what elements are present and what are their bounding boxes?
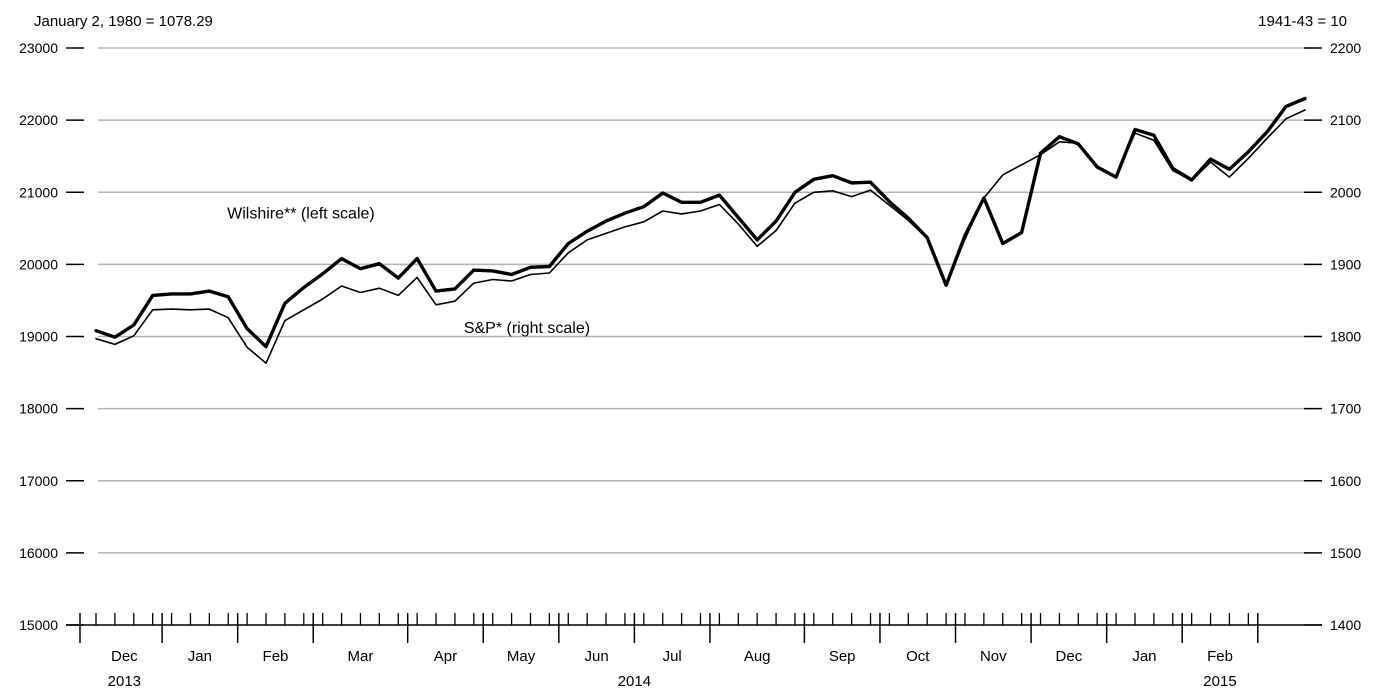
left-axis: 15000 16000 17000 18000 19000 20000 21000 22000… — [19, 40, 84, 633]
month-label: May — [507, 648, 536, 665]
month-label: Mar — [348, 648, 374, 665]
wilshire-label: Wilshire** (left scale) — [227, 206, 375, 223]
month-label: Feb — [263, 648, 289, 665]
right-tick-label: 1400 — [1330, 617, 1361, 633]
month-label: Jul — [663, 648, 682, 665]
left-tick-label: 18000 — [19, 401, 58, 417]
left-tick-label: 23000 — [19, 40, 58, 56]
left-axis-note: January 2, 1980 = 1078.29 — [34, 13, 213, 30]
right-tick-label: 1500 — [1330, 545, 1361, 561]
series-lines — [94, 96, 1307, 365]
right-tick-label: 1600 — [1330, 473, 1361, 489]
right-axis: 1400 1500 1600 1700 1800 1900 2000 2100 2200 — [1304, 40, 1361, 633]
month-label: Aug — [744, 648, 771, 665]
left-tick-label: 20000 — [19, 256, 58, 272]
month-label: Feb — [1207, 648, 1233, 665]
grid-lines — [98, 47, 1308, 554]
month-label: Dec — [111, 648, 138, 665]
year-label: 2014 — [618, 673, 651, 690]
right-tick-label: 1800 — [1330, 329, 1361, 345]
year-label: 2013 — [108, 673, 141, 690]
left-tick-label: 19000 — [19, 329, 58, 345]
month-label: Jan — [188, 648, 212, 665]
series-labels: Wilshire** (left scale) S&P* (right scale… — [227, 206, 590, 338]
right-tick-label: 2200 — [1330, 40, 1361, 56]
month-label: Oct — [906, 648, 930, 665]
right-axis-note: 1941-43 = 10 — [1258, 13, 1347, 30]
sp-line — [95, 109, 1306, 365]
left-tick-label: 16000 — [19, 545, 58, 561]
right-tick-label: 1700 — [1330, 401, 1361, 417]
left-tick-label: 21000 — [19, 184, 58, 200]
left-tick-label: 22000 — [19, 112, 58, 128]
x-axis: Dec Jan Feb Mar Apr May Jun Jul Aug Sep Oct Nov Dec J… — [66, 613, 1322, 690]
month-label: Nov — [980, 648, 1007, 665]
month-label: Jan — [1132, 648, 1156, 665]
right-tick-label: 2000 — [1330, 184, 1361, 200]
month-label: Dec — [1056, 648, 1083, 665]
month-label: Jun — [585, 648, 609, 665]
left-tick-label: 17000 — [19, 473, 58, 489]
year-label: 2015 — [1203, 673, 1236, 690]
sp-label: S&P* (right scale) — [464, 320, 590, 337]
left-tick-label: 15000 — [19, 617, 58, 633]
month-label: Apr — [434, 648, 457, 665]
right-tick-label: 2100 — [1330, 112, 1361, 128]
right-tick-label: 1900 — [1330, 256, 1361, 272]
month-label: Sep — [829, 648, 856, 665]
